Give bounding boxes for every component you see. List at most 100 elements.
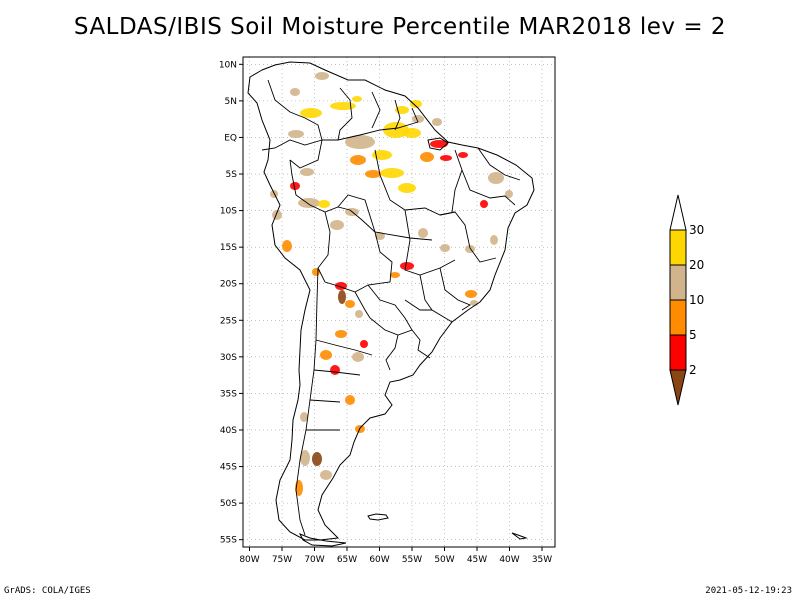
moisture-patch (298, 198, 320, 208)
moisture-patch (480, 200, 488, 208)
colorbar-legend: 30 20 10 5 2 (669, 194, 704, 406)
lat-tick-label: 15S (220, 243, 237, 253)
colorbar-segment (669, 299, 687, 336)
moisture-patch (282, 240, 292, 252)
moisture-patch (410, 100, 422, 108)
lon-tick-label: 50W (434, 555, 454, 565)
lat-tick-label: 35S (220, 389, 237, 399)
lon-tick-label: 40W (499, 555, 519, 565)
colorbar-label: 30 (689, 223, 704, 237)
lat-tick-label: 10N (219, 60, 237, 70)
moisture-patch (470, 300, 478, 306)
lon-tick-label: 70W (304, 555, 324, 565)
moisture-patch (355, 310, 363, 318)
lat-tick-label: 20S (220, 280, 237, 290)
moisture-patch (465, 290, 477, 298)
colorbar-label: 10 (689, 293, 704, 307)
moisture-patch (320, 350, 332, 360)
lat-tick-label: 30S (220, 353, 237, 363)
moisture-patch (383, 122, 409, 138)
moisture-patch (338, 290, 346, 304)
border-brazil-states-4 (439, 211, 497, 263)
border-paraguay (367, 284, 413, 336)
marajo-island (427, 137, 449, 151)
moisture-patch (330, 220, 344, 230)
lat-tick-label: 10S (220, 207, 237, 217)
moisture-patch (352, 96, 362, 102)
border-brazil-states-3 (404, 209, 456, 276)
moisture-patch (350, 155, 366, 165)
moisture-patch (440, 244, 450, 252)
moisture-patch (490, 235, 498, 245)
moisture-patch (290, 88, 300, 96)
moisture-patch (412, 115, 424, 123)
moisture-patch (300, 168, 314, 176)
moisture-patch (345, 300, 355, 308)
moisture-patch (420, 152, 434, 162)
moisture-patch (360, 340, 368, 348)
moisture-patch (430, 140, 448, 148)
border-brazil-states-6 (454, 147, 521, 206)
moisture-patch (320, 470, 332, 480)
lon-tick-label: 35W (532, 555, 552, 565)
border-colombia-venezuela (267, 79, 323, 141)
moisture-patch (440, 155, 452, 161)
south-georgia (511, 532, 528, 540)
lat-tick-label: EQ (224, 133, 237, 143)
moisture-patch (403, 128, 421, 138)
axis-ticks: 10N 5N EQ 5S 10S 15S 20S 25S 30S 35S 40S 45S 50S 55S8… (219, 60, 552, 565)
moisture-patch (432, 118, 442, 126)
lon-tick-label: 75W (272, 555, 292, 565)
falkland-islands (367, 513, 389, 521)
soil-moisture-shading (270, 72, 513, 496)
moisture-patch (312, 452, 322, 466)
border-peru-bolivia (317, 211, 331, 269)
colorbar-label: 5 (689, 328, 697, 342)
moisture-patch (300, 108, 322, 118)
colorbar-segment (669, 334, 687, 371)
border-brazil-states-2 (337, 194, 433, 241)
moisture-patch (288, 130, 304, 138)
moisture-patch (335, 330, 347, 338)
colorbar-segment (669, 229, 687, 266)
chart-title: SALDAS/IBIS Soil Moisture Percentile MAR… (73, 14, 727, 40)
colorbar-segment (669, 264, 687, 301)
colorbar-top-arrow (669, 194, 687, 231)
moisture-patch (345, 395, 355, 405)
moisture-patch (505, 190, 513, 198)
lon-tick-label: 55W (402, 555, 422, 565)
lat-tick-label: 25S (220, 316, 237, 326)
border-venezuela-guyana (337, 87, 353, 141)
lat-tick-label: 50S (220, 499, 237, 509)
national-borders (261, 79, 521, 536)
border-chile-argentina (295, 267, 319, 536)
border-brazil-states-5 (419, 267, 471, 323)
border-brazil-north (322, 121, 419, 141)
lat-tick-label: 5N (225, 97, 237, 107)
moisture-patch (418, 228, 428, 238)
moisture-patch (345, 135, 375, 149)
colorbar-label: 2 (689, 363, 697, 377)
border-guianas (371, 91, 419, 131)
lon-tick-label: 65W (337, 555, 357, 565)
moisture-patch (330, 365, 340, 375)
border-brazil-states-7 (404, 169, 463, 311)
border-argentina-provinces (306, 339, 373, 431)
moisture-patch (315, 72, 329, 80)
map-frame (242, 56, 556, 548)
colorbar-bottom-arrow (669, 369, 687, 406)
lon-tick-label: 80W (239, 555, 259, 565)
border-argentina-uruguay-brazil (385, 329, 431, 371)
moisture-patch (375, 232, 385, 240)
moisture-patch (488, 172, 504, 184)
moisture-patch (390, 272, 400, 278)
moisture-patch (352, 352, 364, 362)
moisture-patch (458, 152, 468, 158)
moisture-patch (318, 200, 330, 208)
moisture-patch (380, 168, 404, 178)
moisture-patch (398, 183, 416, 193)
moisture-patch (300, 412, 308, 422)
border-chile-bolivia-argentina (317, 267, 371, 319)
border-bolivia-brazil (349, 209, 393, 293)
